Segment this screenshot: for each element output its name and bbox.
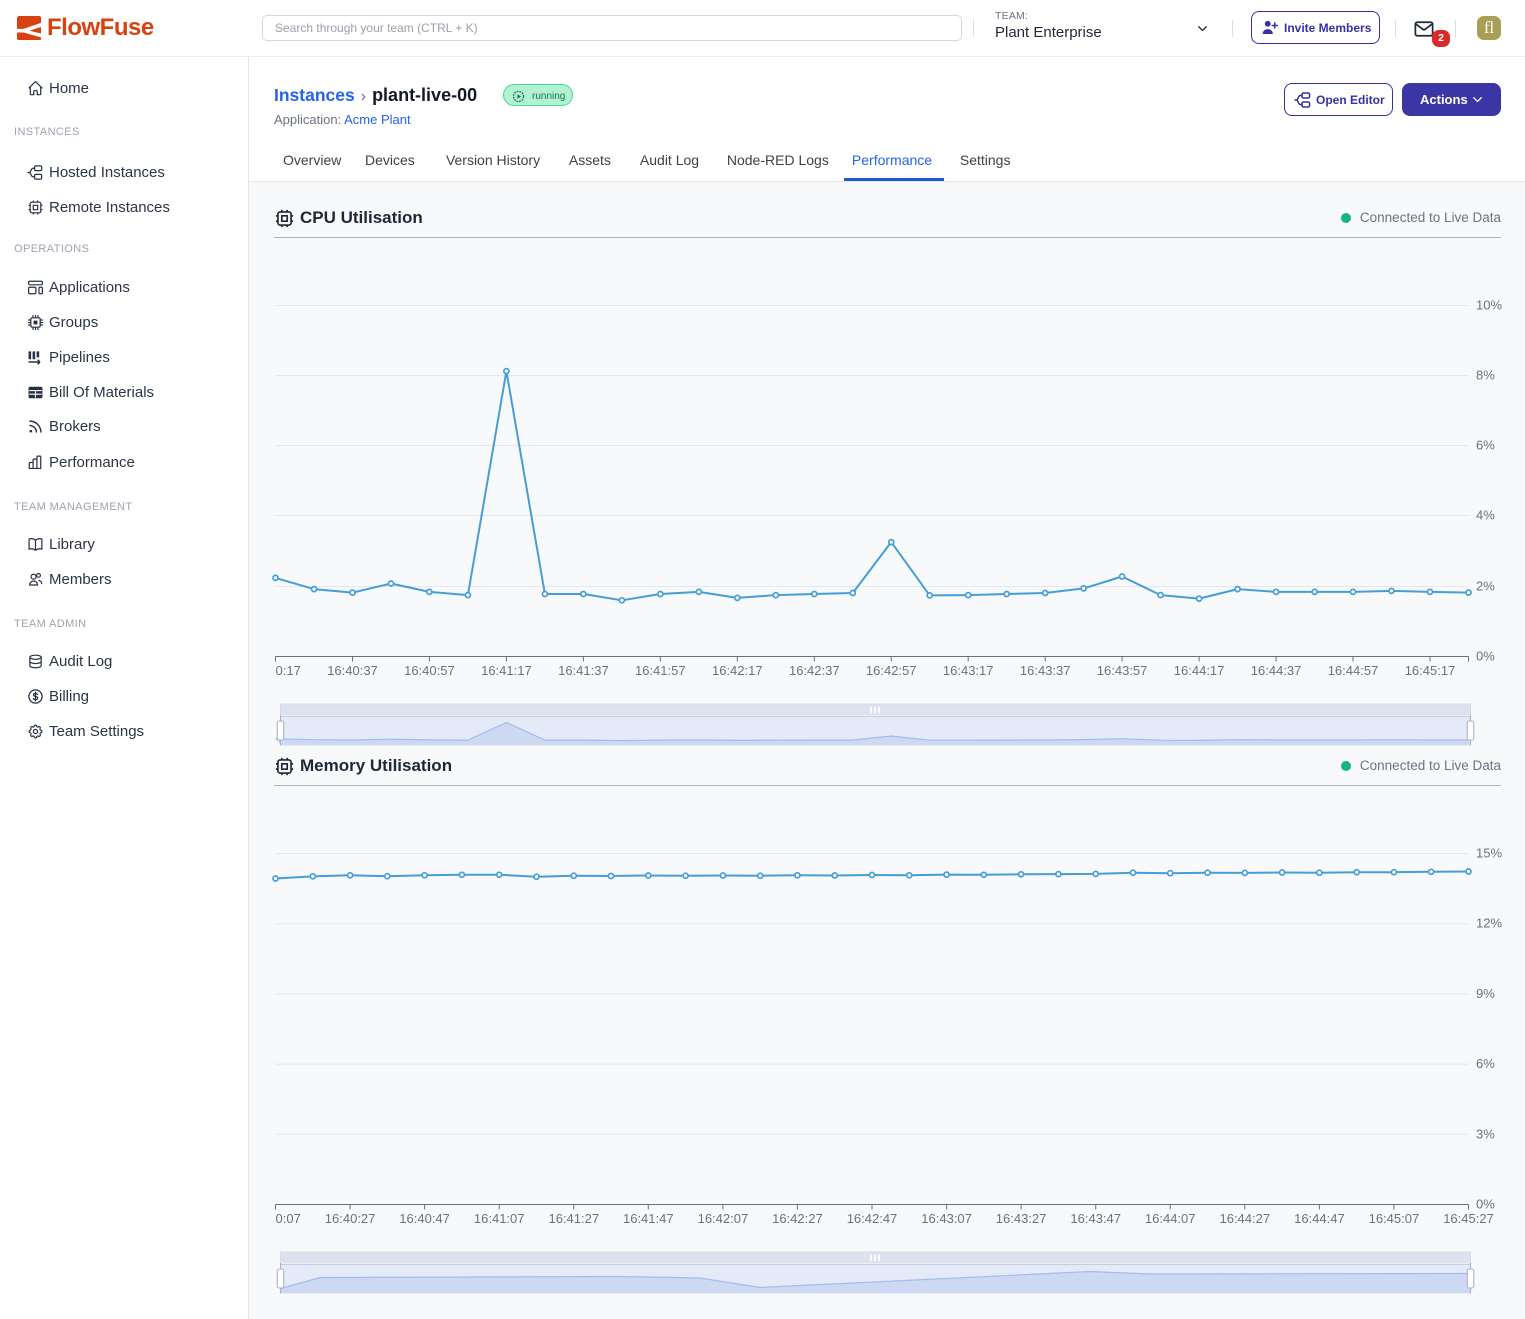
svg-text:16:45:17: 16:45:17: [1405, 663, 1456, 678]
svg-text:15%: 15%: [1476, 846, 1502, 861]
svg-text:16:40:57: 16:40:57: [404, 663, 455, 678]
svg-text:3%: 3%: [1476, 1126, 1495, 1141]
svg-text:16:44:47: 16:44:47: [1294, 1211, 1345, 1226]
svg-text:16:44:57: 16:44:57: [1328, 663, 1379, 678]
svg-text:16:44:17: 16:44:17: [1174, 663, 1225, 678]
svg-text:16:41:37: 16:41:37: [558, 663, 609, 678]
svg-text:9%: 9%: [1476, 986, 1495, 1001]
svg-text:16:42:47: 16:42:47: [847, 1211, 898, 1226]
svg-text:16:43:07: 16:43:07: [921, 1211, 972, 1226]
svg-text:16:44:37: 16:44:37: [1251, 663, 1302, 678]
svg-text:16:40:47: 16:40:47: [399, 1211, 450, 1226]
svg-text:0:07: 0:07: [276, 1211, 301, 1226]
svg-text:12%: 12%: [1476, 916, 1502, 931]
svg-text:0%: 0%: [1476, 649, 1495, 664]
svg-text:16:41:27: 16:41:27: [548, 1211, 599, 1226]
svg-text:16:45:07: 16:45:07: [1369, 1211, 1420, 1226]
svg-text:16:41:07: 16:41:07: [474, 1211, 525, 1226]
svg-text:6%: 6%: [1476, 438, 1495, 453]
svg-text:10%: 10%: [1476, 298, 1502, 313]
svg-text:2%: 2%: [1476, 579, 1495, 594]
svg-text:6%: 6%: [1476, 1056, 1495, 1071]
svg-text:16:43:57: 16:43:57: [1097, 663, 1148, 678]
svg-text:16:42:57: 16:42:57: [866, 663, 917, 678]
svg-text:16:41:17: 16:41:17: [481, 663, 532, 678]
svg-text:16:41:47: 16:41:47: [623, 1211, 674, 1226]
svg-text:16:42:07: 16:42:07: [698, 1211, 749, 1226]
svg-text:16:42:27: 16:42:27: [772, 1211, 823, 1226]
svg-text:16:40:27: 16:40:27: [325, 1211, 376, 1226]
svg-text:16:41:57: 16:41:57: [635, 663, 686, 678]
svg-text:16:42:17: 16:42:17: [712, 663, 763, 678]
svg-text:16:40:37: 16:40:37: [327, 663, 378, 678]
svg-text:16:44:07: 16:44:07: [1145, 1211, 1196, 1226]
svg-text:16:43:27: 16:43:27: [996, 1211, 1047, 1226]
svg-text:16:43:47: 16:43:47: [1070, 1211, 1121, 1226]
svg-text:4%: 4%: [1476, 508, 1495, 523]
svg-text:8%: 8%: [1476, 368, 1495, 383]
svg-text:16:44:27: 16:44:27: [1219, 1211, 1270, 1226]
svg-text:16:43:37: 16:43:37: [1020, 663, 1071, 678]
svg-text:0%: 0%: [1476, 1197, 1495, 1212]
svg-text:0:17: 0:17: [276, 663, 301, 678]
svg-text:16:45:27: 16:45:27: [1443, 1211, 1494, 1226]
svg-text:16:43:17: 16:43:17: [943, 663, 994, 678]
svg-text:16:42:37: 16:42:37: [789, 663, 840, 678]
